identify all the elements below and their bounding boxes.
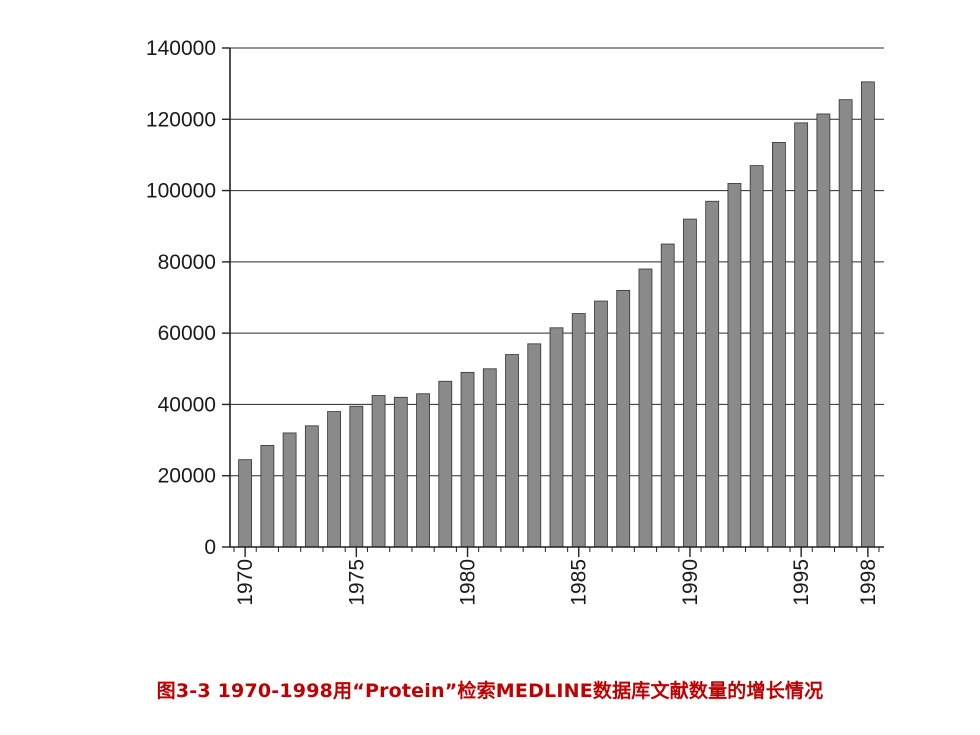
bar-1987 <box>616 289 631 548</box>
y-tick-label: 140000 <box>146 37 216 60</box>
y-tick-label: 60000 <box>158 322 216 345</box>
y-tick-label: 0 <box>204 536 216 559</box>
axes <box>229 48 884 548</box>
bar-1974 <box>327 411 341 548</box>
bar-1995 <box>794 122 809 548</box>
bar-1971 <box>260 445 275 548</box>
bar-1977 <box>393 396 408 548</box>
bar-1985 <box>571 313 586 548</box>
bar-1981 <box>482 368 497 548</box>
bar-1990 <box>683 218 697 548</box>
bars <box>238 81 875 548</box>
bar-1978 <box>416 393 430 548</box>
y-tick-label: 120000 <box>146 108 216 131</box>
bar-1986 <box>594 300 608 548</box>
bar-1975 <box>349 405 364 548</box>
bar-1972 <box>282 432 297 548</box>
bar-1973 <box>304 425 319 548</box>
bar-1991 <box>705 200 720 548</box>
bar-1996 <box>816 113 831 548</box>
bar-1998 <box>860 81 875 548</box>
bar-1997 <box>838 99 853 548</box>
x-tick-label: 1995 <box>790 559 813 606</box>
y-tick-label: 100000 <box>146 180 216 203</box>
x-tick-label: 1975 <box>345 559 368 606</box>
y-tick-label: 40000 <box>158 393 216 416</box>
bar-1994 <box>772 142 786 548</box>
figure-caption: 图3-3 1970-1998用“Protein”检索MEDLINE数据库文献数量… <box>156 680 824 702</box>
bar-1983 <box>527 343 542 548</box>
bar-1993 <box>749 165 764 548</box>
bar-chart: 020000400006000080000100000120000140000 … <box>146 37 884 606</box>
x-tick-label: 1990 <box>679 559 702 606</box>
bar-1988 <box>638 268 653 548</box>
x-tick-label: 1980 <box>457 559 480 606</box>
y-tick-label: 20000 <box>158 465 216 488</box>
x-tick-label: 1970 <box>234 559 257 606</box>
bar-1984 <box>549 327 564 548</box>
bar-1989 <box>660 243 675 548</box>
bar-1992 <box>727 183 742 548</box>
y-tick-label: 80000 <box>158 251 216 274</box>
bar-1970 <box>238 459 253 548</box>
bar-1982 <box>505 354 519 548</box>
bar-1979 <box>438 380 453 548</box>
bar-1976 <box>371 395 386 548</box>
y-axis-ticks: 0 20000 40000 60000 80000 100000 120000 140000 <box>146 37 230 559</box>
bar-1980 <box>460 371 475 548</box>
x-tick-label: 1998 <box>857 559 880 606</box>
x-tick-label: 1985 <box>568 559 591 606</box>
x-axis-ticks: 1970 1975 1980 1985 1990 1995 1998 <box>233 547 880 606</box>
